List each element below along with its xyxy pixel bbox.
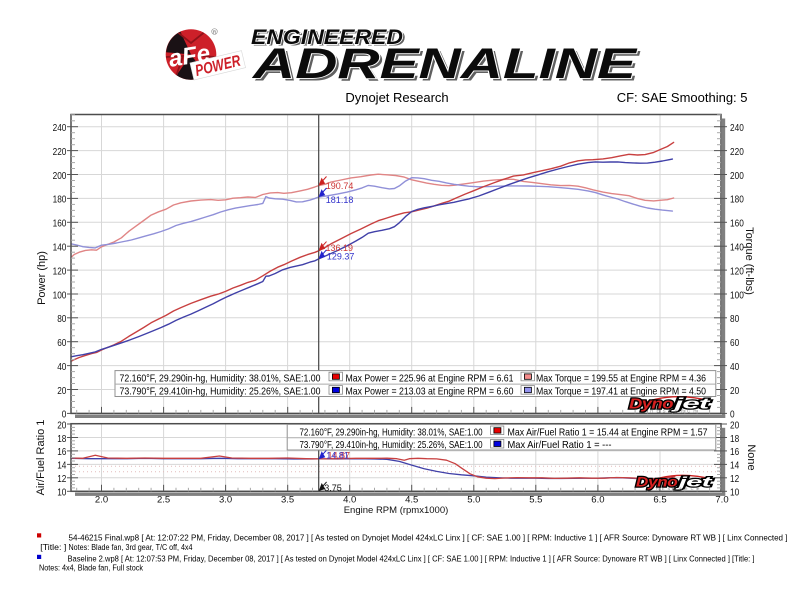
- svg-text:220: 220: [53, 146, 67, 158]
- svg-text:100: 100: [53, 289, 67, 301]
- svg-text:16: 16: [730, 446, 739, 458]
- svg-text:14.87: 14.87: [328, 450, 351, 460]
- svg-text:180: 180: [53, 194, 67, 206]
- svg-text:100: 100: [730, 289, 744, 301]
- svg-text:2.5: 2.5: [157, 495, 170, 506]
- svg-text:jet: jet: [675, 473, 715, 489]
- svg-text:Power (hp): Power (hp): [36, 251, 48, 305]
- svg-text:3.0: 3.0: [219, 495, 232, 506]
- svg-text:80: 80: [57, 313, 66, 325]
- svg-text:Notes: 4x4, Blade fan, Full st: Notes: 4x4, Blade fan, Full stock: [39, 563, 144, 573]
- svg-text:0: 0: [62, 409, 67, 421]
- svg-text:60: 60: [730, 337, 739, 349]
- svg-text:12: 12: [730, 473, 739, 485]
- svg-text:Dyno: Dyno: [629, 395, 673, 412]
- svg-text:140: 140: [730, 242, 744, 254]
- svg-text:5.0: 5.0: [467, 495, 480, 506]
- svg-text:jet: jet: [670, 395, 711, 412]
- svg-text:140: 140: [53, 242, 67, 254]
- svg-text:40: 40: [57, 361, 66, 373]
- svg-text:6.5: 6.5: [653, 495, 666, 506]
- svg-text:14: 14: [57, 460, 66, 472]
- svg-text:None: None: [745, 444, 757, 470]
- svg-text:Dyno: Dyno: [636, 473, 678, 489]
- svg-text:40: 40: [730, 361, 739, 373]
- svg-text:Torque (ft-lbs): Torque (ft-lbs): [743, 227, 755, 295]
- svg-text:10: 10: [57, 487, 66, 499]
- svg-text:200: 200: [53, 170, 67, 182]
- svg-text:160: 160: [730, 218, 744, 230]
- svg-text:136.19: 136.19: [326, 243, 354, 253]
- svg-text:240: 240: [730, 122, 744, 134]
- svg-text:Max Power = 213.03 at Engine R: Max Power = 213.03 at Engine RPM = 6.60: [346, 387, 514, 398]
- svg-text:7.0: 7.0: [715, 495, 728, 506]
- svg-text:14.81: 14.81: [326, 450, 349, 460]
- svg-text:ENGINEERED: ENGINEERED: [253, 27, 405, 51]
- svg-text:aFe: aFe: [167, 40, 212, 73]
- svg-text:120: 120: [730, 265, 744, 277]
- svg-text:240: 240: [53, 122, 67, 134]
- svg-text:14: 14: [730, 460, 739, 472]
- svg-text:60: 60: [57, 337, 66, 349]
- svg-text:220: 220: [730, 146, 744, 158]
- svg-text:72.160°F, 29.290in-hg, Humidit: 72.160°F, 29.290in-hg, Humidity: 38.01%,…: [120, 374, 321, 385]
- svg-text:Max Power = 225.96 at Engine R: Max Power = 225.96 at Engine RPM = 6.61: [346, 374, 514, 385]
- svg-text:6.0: 6.0: [591, 495, 604, 506]
- svg-text:20: 20: [730, 385, 739, 397]
- svg-text:4.0: 4.0: [343, 495, 356, 506]
- svg-text:5.5: 5.5: [529, 495, 542, 506]
- svg-text:129.37: 129.37: [327, 252, 355, 262]
- svg-text:190.74: 190.74: [326, 181, 354, 191]
- svg-text:200: 200: [730, 170, 744, 182]
- svg-text:ENGINEERED: ENGINEERED: [251, 25, 403, 49]
- svg-text:180: 180: [730, 194, 744, 206]
- svg-text:Baseline 2.wp8 [ At: 12:07:53: Baseline 2.wp8 [ At: 12:07:53 PM, Friday…: [68, 554, 755, 564]
- svg-text:ADRENALINE: ADRENALINE: [255, 42, 641, 90]
- svg-text:Max Air/Fuel Ratio 1 = 15.44 a: Max Air/Fuel Ratio 1 = 15.44 at Engine R…: [508, 427, 708, 438]
- svg-text:4.5: 4.5: [405, 495, 418, 506]
- svg-text:80: 80: [730, 313, 739, 325]
- svg-text:54-46215 Final.wp8 [ At: 12:07: 54-46215 Final.wp8 [ At: 12:07:22 PM, Fr…: [69, 533, 788, 543]
- svg-text:12: 12: [57, 473, 66, 485]
- svg-text:10: 10: [730, 487, 739, 499]
- svg-text:2.0: 2.0: [95, 495, 108, 506]
- svg-text:18: 18: [730, 433, 739, 445]
- svg-text:Max Torque = 199.55 at Engine: Max Torque = 199.55 at Engine RPM = 4.36: [536, 374, 706, 385]
- svg-text:160: 160: [53, 218, 67, 230]
- svg-text:Max Torque = 197.41 at Engine: Max Torque = 197.41 at Engine RPM = 4.50: [536, 387, 706, 398]
- svg-text:R: R: [213, 30, 217, 35]
- svg-text:Max Air/Fuel Ratio 1 = ---: Max Air/Fuel Ratio 1 = ---: [508, 440, 612, 451]
- svg-text:RESEARCH: RESEARCH: [650, 408, 699, 413]
- svg-text:3.5: 3.5: [281, 495, 294, 506]
- svg-text:[Title: ]: [Title: ]: [40, 542, 66, 552]
- svg-text:120: 120: [53, 265, 67, 277]
- svg-text:Notes: Blade fan, 3rd gear, T/: Notes: Blade fan, 3rd gear, T/C off, 4x4: [69, 542, 193, 552]
- svg-text:20: 20: [57, 385, 66, 397]
- svg-text:ADRENALINE: ADRENALINE: [252, 40, 638, 88]
- svg-text:181.18: 181.18: [326, 195, 354, 205]
- svg-text:73.790°F, 29.410in-hg, Humidit: 73.790°F, 29.410in-hg, Humidity: 25.26%,…: [120, 387, 321, 398]
- svg-text:3.75: 3.75: [324, 483, 342, 493]
- svg-text:Engine RPM (rpmx1000): Engine RPM (rpmx1000): [344, 505, 449, 516]
- svg-text:72.160°F, 29.290in-hg, Humidit: 72.160°F, 29.290in-hg, Humidity: 38.01%,…: [300, 427, 483, 438]
- svg-text:Air/Fuel Ratio 1: Air/Fuel Ratio 1: [35, 420, 47, 496]
- svg-text:0: 0: [730, 409, 735, 421]
- svg-text:20: 20: [57, 419, 66, 431]
- svg-text:73.790°F, 29.410in-hg, Humidit: 73.790°F, 29.410in-hg, Humidity: 25.26%,…: [300, 440, 483, 451]
- svg-text:CF: SAE Smoothing: 5: CF: SAE Smoothing: 5: [617, 90, 748, 105]
- svg-text:20: 20: [730, 419, 739, 431]
- svg-text:RESEARCH: RESEARCH: [656, 486, 702, 491]
- svg-text:18: 18: [57, 433, 66, 445]
- svg-text:16: 16: [57, 446, 66, 458]
- svg-text:Dynojet Research: Dynojet Research: [345, 90, 448, 105]
